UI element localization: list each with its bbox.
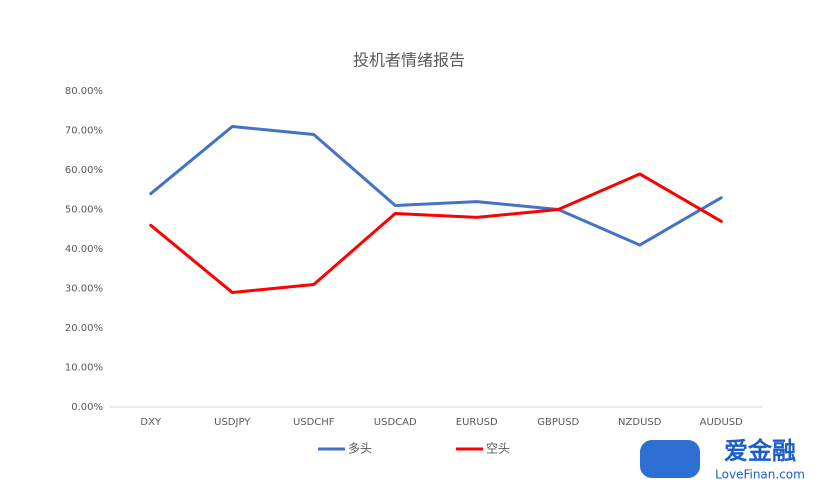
x-tick-label: GBPUSD <box>537 417 579 428</box>
y-tick-label: 70.00% <box>65 126 103 137</box>
y-tick-label: 80.00% <box>65 86 103 97</box>
logo-url: LoveFinan.com <box>715 468 805 482</box>
x-tick-label: USDJPY <box>214 417 251 428</box>
x-tick-label: USDCHF <box>293 417 335 428</box>
x-tick-label: EURUSD <box>456 417 498 428</box>
y-tick-label: 20.00% <box>65 323 103 334</box>
legend-label: 多头 <box>348 442 372 456</box>
x-tick-label: DXY <box>140 417 162 428</box>
x-tick-label: NZDUSD <box>618 417 662 428</box>
y-tick-label: 10.00% <box>65 363 103 374</box>
y-tick-label: 50.00% <box>65 205 103 216</box>
x-tick-label: USDCAD <box>374 417 417 428</box>
y-tick-label: 40.00% <box>65 244 103 255</box>
y-tick-label: 60.00% <box>65 165 103 176</box>
x-tick-label: AUDUSD <box>700 417 744 428</box>
y-tick-label: 30.00% <box>65 284 103 295</box>
logo-name: 爱金融 <box>724 437 796 465</box>
chart-title: 投机者情绪报告 <box>353 51 465 70</box>
series-line <box>149 172 723 294</box>
legend-label: 空头 <box>486 442 510 456</box>
series-line <box>149 125 723 247</box>
logo-icon <box>640 440 700 478</box>
logo: 爱金融 LoveFinan.com <box>640 437 805 482</box>
y-tick-label: 0.00% <box>71 402 103 413</box>
